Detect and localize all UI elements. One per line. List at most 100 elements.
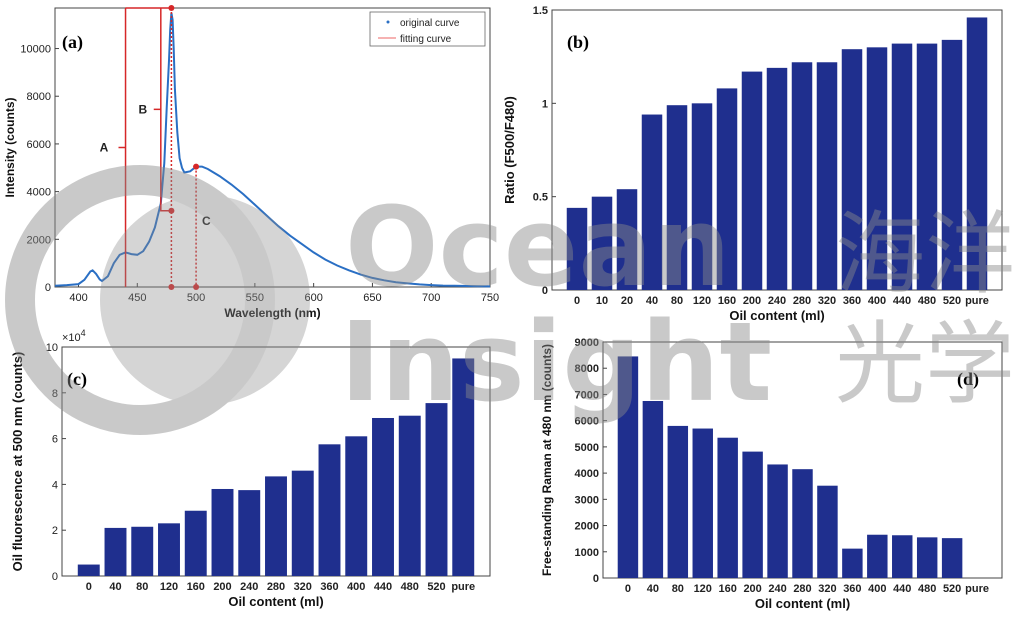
- watermark-line1: Ocean: [345, 183, 731, 311]
- panel-c-ytick-label: 10: [46, 342, 58, 354]
- charts-layer: 4004505005506006507007500200040006000800…: [3, 5, 1003, 611]
- panel-a-annotations: A B C: [100, 5, 211, 290]
- panel-b-xtick-label: 440: [893, 295, 911, 307]
- panel-d-bar: [792, 469, 813, 578]
- panel-b-bar: [666, 105, 688, 290]
- panel-d-xtick-label: 440: [893, 583, 911, 595]
- panel-d-xtick-label: 520: [943, 583, 961, 595]
- panel-b: 0 0.5 1 1.5 0 10 20 40 80 120 160 200 240 280 320 360 40…: [502, 5, 1003, 323]
- panel-d-ytick-label: 0: [593, 573, 599, 585]
- panel-c-bar: [452, 358, 475, 576]
- panel-a-plot-area: [54, 7, 491, 288]
- panel-a-xtick-label: 550: [246, 292, 264, 304]
- panel-a-xtick-label: 700: [422, 292, 440, 304]
- panel-c-ytick-label: 0: [52, 571, 58, 583]
- panel-d-bar: [817, 485, 838, 578]
- panel-c-xtick-label: 400: [347, 581, 365, 593]
- panel-d-ytick-label: 8000: [575, 363, 599, 375]
- panel-b-bar: [791, 62, 813, 291]
- panel-d-xlabel: Oil content (ml): [755, 596, 850, 611]
- panel-b-bar: [641, 114, 663, 291]
- panel-d-ytick-label: 2000: [575, 521, 599, 533]
- panel-a-ylabel: Intensity (counts): [3, 97, 17, 197]
- panel-c-xtick-label: 0: [86, 581, 92, 593]
- panel-c-bar: [425, 403, 448, 576]
- panel-b-xtick-label: 400: [868, 295, 886, 307]
- panel-b-xtick-label: 200: [743, 295, 761, 307]
- legend-fitting-label: fitting curve: [400, 34, 452, 45]
- panel-b-xtick-label: 120: [693, 295, 711, 307]
- panel-d-xtick-label: 280: [793, 583, 811, 595]
- panel-c-bar: [291, 470, 314, 576]
- panel-b-xtick-label: 0: [574, 295, 580, 307]
- panel-c-xlabel: Oil content (ml): [228, 594, 323, 609]
- legend-original-marker: [386, 20, 390, 24]
- panel-a-original-curve: [54, 12, 491, 288]
- panel-d-bar: [842, 548, 863, 578]
- panel-d-bar: [916, 537, 938, 578]
- panel-b-bar: [816, 62, 838, 291]
- panel-b-ytick-label: 1.5: [533, 5, 548, 17]
- panel-a-xtick-label: 400: [69, 292, 87, 304]
- panel-d-ytick-label: 6000: [575, 416, 599, 428]
- panel-a-xlabel: Wavelength (nm): [224, 306, 320, 320]
- panel-c-xtick-label: 120: [160, 581, 178, 593]
- panel-b-bar: [891, 43, 913, 290]
- panel-a-xtick-label: 600: [304, 292, 322, 304]
- panel-b-ylabel: Ratio (F500/F480): [502, 96, 517, 204]
- panel-c-xtick-label: 240: [240, 581, 258, 593]
- panel-b-label: (b): [567, 32, 589, 53]
- panel-b-bar: [916, 43, 938, 290]
- panel-b-bar: [616, 189, 638, 290]
- panel-d-ylabel: Free-standing Raman at 480 nm (counts): [540, 344, 554, 576]
- panel-d-ytick-label: 4000: [575, 468, 599, 480]
- panel-d-bar: [667, 425, 689, 578]
- panel-b-xtick-label: 80: [671, 295, 683, 307]
- panel-b-xtick-label: 240: [768, 295, 786, 307]
- panel-b-bar: [866, 47, 888, 291]
- panel-c-bar: [104, 527, 127, 576]
- panel-a-ytick-label: 6000: [27, 139, 51, 151]
- panel-c-bar: [131, 526, 154, 576]
- panel-d-xtick-label: 400: [868, 583, 886, 595]
- panel-a-ytick-label: 4000: [27, 187, 51, 199]
- panel-d-xtick-label: 120: [694, 583, 712, 595]
- annotation-marker: [193, 284, 200, 290]
- panel-c-ylabel: Oil fluorescence at 500 nm (counts): [10, 352, 25, 572]
- panel-b-bar: [691, 103, 713, 290]
- panel-d-bar: [867, 534, 888, 578]
- panel-c-ytick-label: 2: [52, 525, 58, 537]
- panel-d-ytick-label: 5000: [575, 442, 599, 454]
- annotation-marker: [168, 5, 175, 11]
- panel-b-ytick-label: 1: [542, 98, 548, 110]
- panel-c-label: (c): [67, 369, 87, 390]
- panel-b-xtick-label: 40: [646, 295, 658, 307]
- panel-d-xtick-label: 0: [625, 583, 631, 595]
- panel-d-bar: [717, 437, 738, 578]
- panel-a-xtick-label: 450: [128, 292, 146, 304]
- panel-b-xtick-label: 320: [818, 295, 836, 307]
- panel-c-bar: [345, 436, 368, 576]
- panel-a-legend: original curve fitting curve: [369, 11, 486, 47]
- panel-a: 400 450 500 550 600 650 700 750 0 2000 4000 6000 800…: [3, 5, 499, 320]
- panel-c-xtick-label: 480: [401, 581, 419, 593]
- panel-c-xtick-label: 80: [136, 581, 148, 593]
- panel-d-bar: [692, 428, 713, 578]
- panel-d-ytick-label: 1000: [575, 547, 599, 559]
- panel-c-bar: [372, 417, 394, 576]
- annotation-c: C: [202, 214, 211, 228]
- panel-d-ytick-label: 9000: [575, 337, 599, 349]
- panel-b-xtick-label: 20: [621, 295, 633, 307]
- panel-d-xtick-label: 200: [743, 583, 761, 595]
- panel-c-bar: [318, 444, 341, 576]
- watermark-cn2: 光学: [835, 312, 1015, 417]
- panel-c-ytick-label: 8: [52, 388, 58, 400]
- panel-d-bar: [767, 464, 788, 578]
- panel-c-bar: [398, 415, 421, 576]
- annotation-marker: [168, 207, 175, 214]
- panel-b-bar: [591, 196, 613, 290]
- panel-c-xtick-label: 280: [267, 581, 285, 593]
- panel-c-xtick-label: 40: [109, 581, 121, 593]
- panel-b-bar: [941, 39, 963, 290]
- panel-c-bar: [77, 564, 100, 576]
